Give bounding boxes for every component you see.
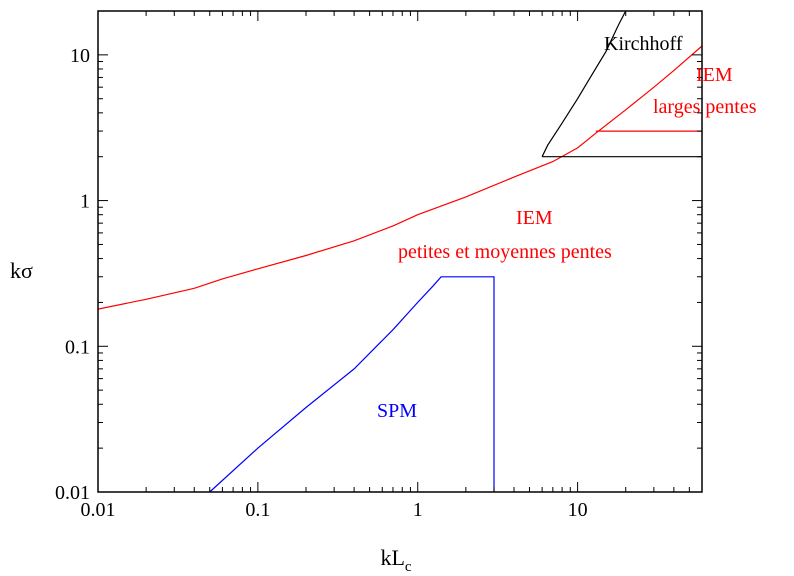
annotation-iem-small: IEM — [516, 207, 553, 229]
series-line-0 — [97, 45, 703, 310]
series-line-4 — [209, 276, 495, 493]
y-tick-label: 10 — [70, 45, 90, 67]
series-line-3 — [541, 10, 627, 157]
series-layer — [97, 10, 703, 493]
plot-frame — [97, 10, 703, 493]
y-tick-label: 0.1 — [65, 336, 90, 358]
y-tick-label: 1 — [80, 191, 90, 213]
x-tick-label: 0.1 — [245, 499, 270, 521]
x-tick-label: 10 — [568, 499, 588, 521]
y-axis-title: kσ — [10, 258, 33, 283]
x-axis-title: kLc — [380, 545, 411, 575]
x-tick-label: 0.01 — [81, 499, 116, 521]
annotation-larges-pentes: larges pentes — [653, 96, 757, 118]
annotation-spm: SPM — [377, 400, 417, 422]
annotation-iem-large: IEM — [696, 64, 733, 86]
ticks-layer: 0.01 0.1 1 10 0.01 0.1 1 10 — [55, 11, 702, 521]
y-tick-label: 0.01 — [55, 482, 90, 504]
annotation-petites-moyennes-pentes: petites et moyennes pentes — [398, 241, 612, 263]
x-tick-label: 1 — [413, 499, 423, 521]
annotation-kirchhoff: Kirchhoff — [604, 33, 683, 55]
